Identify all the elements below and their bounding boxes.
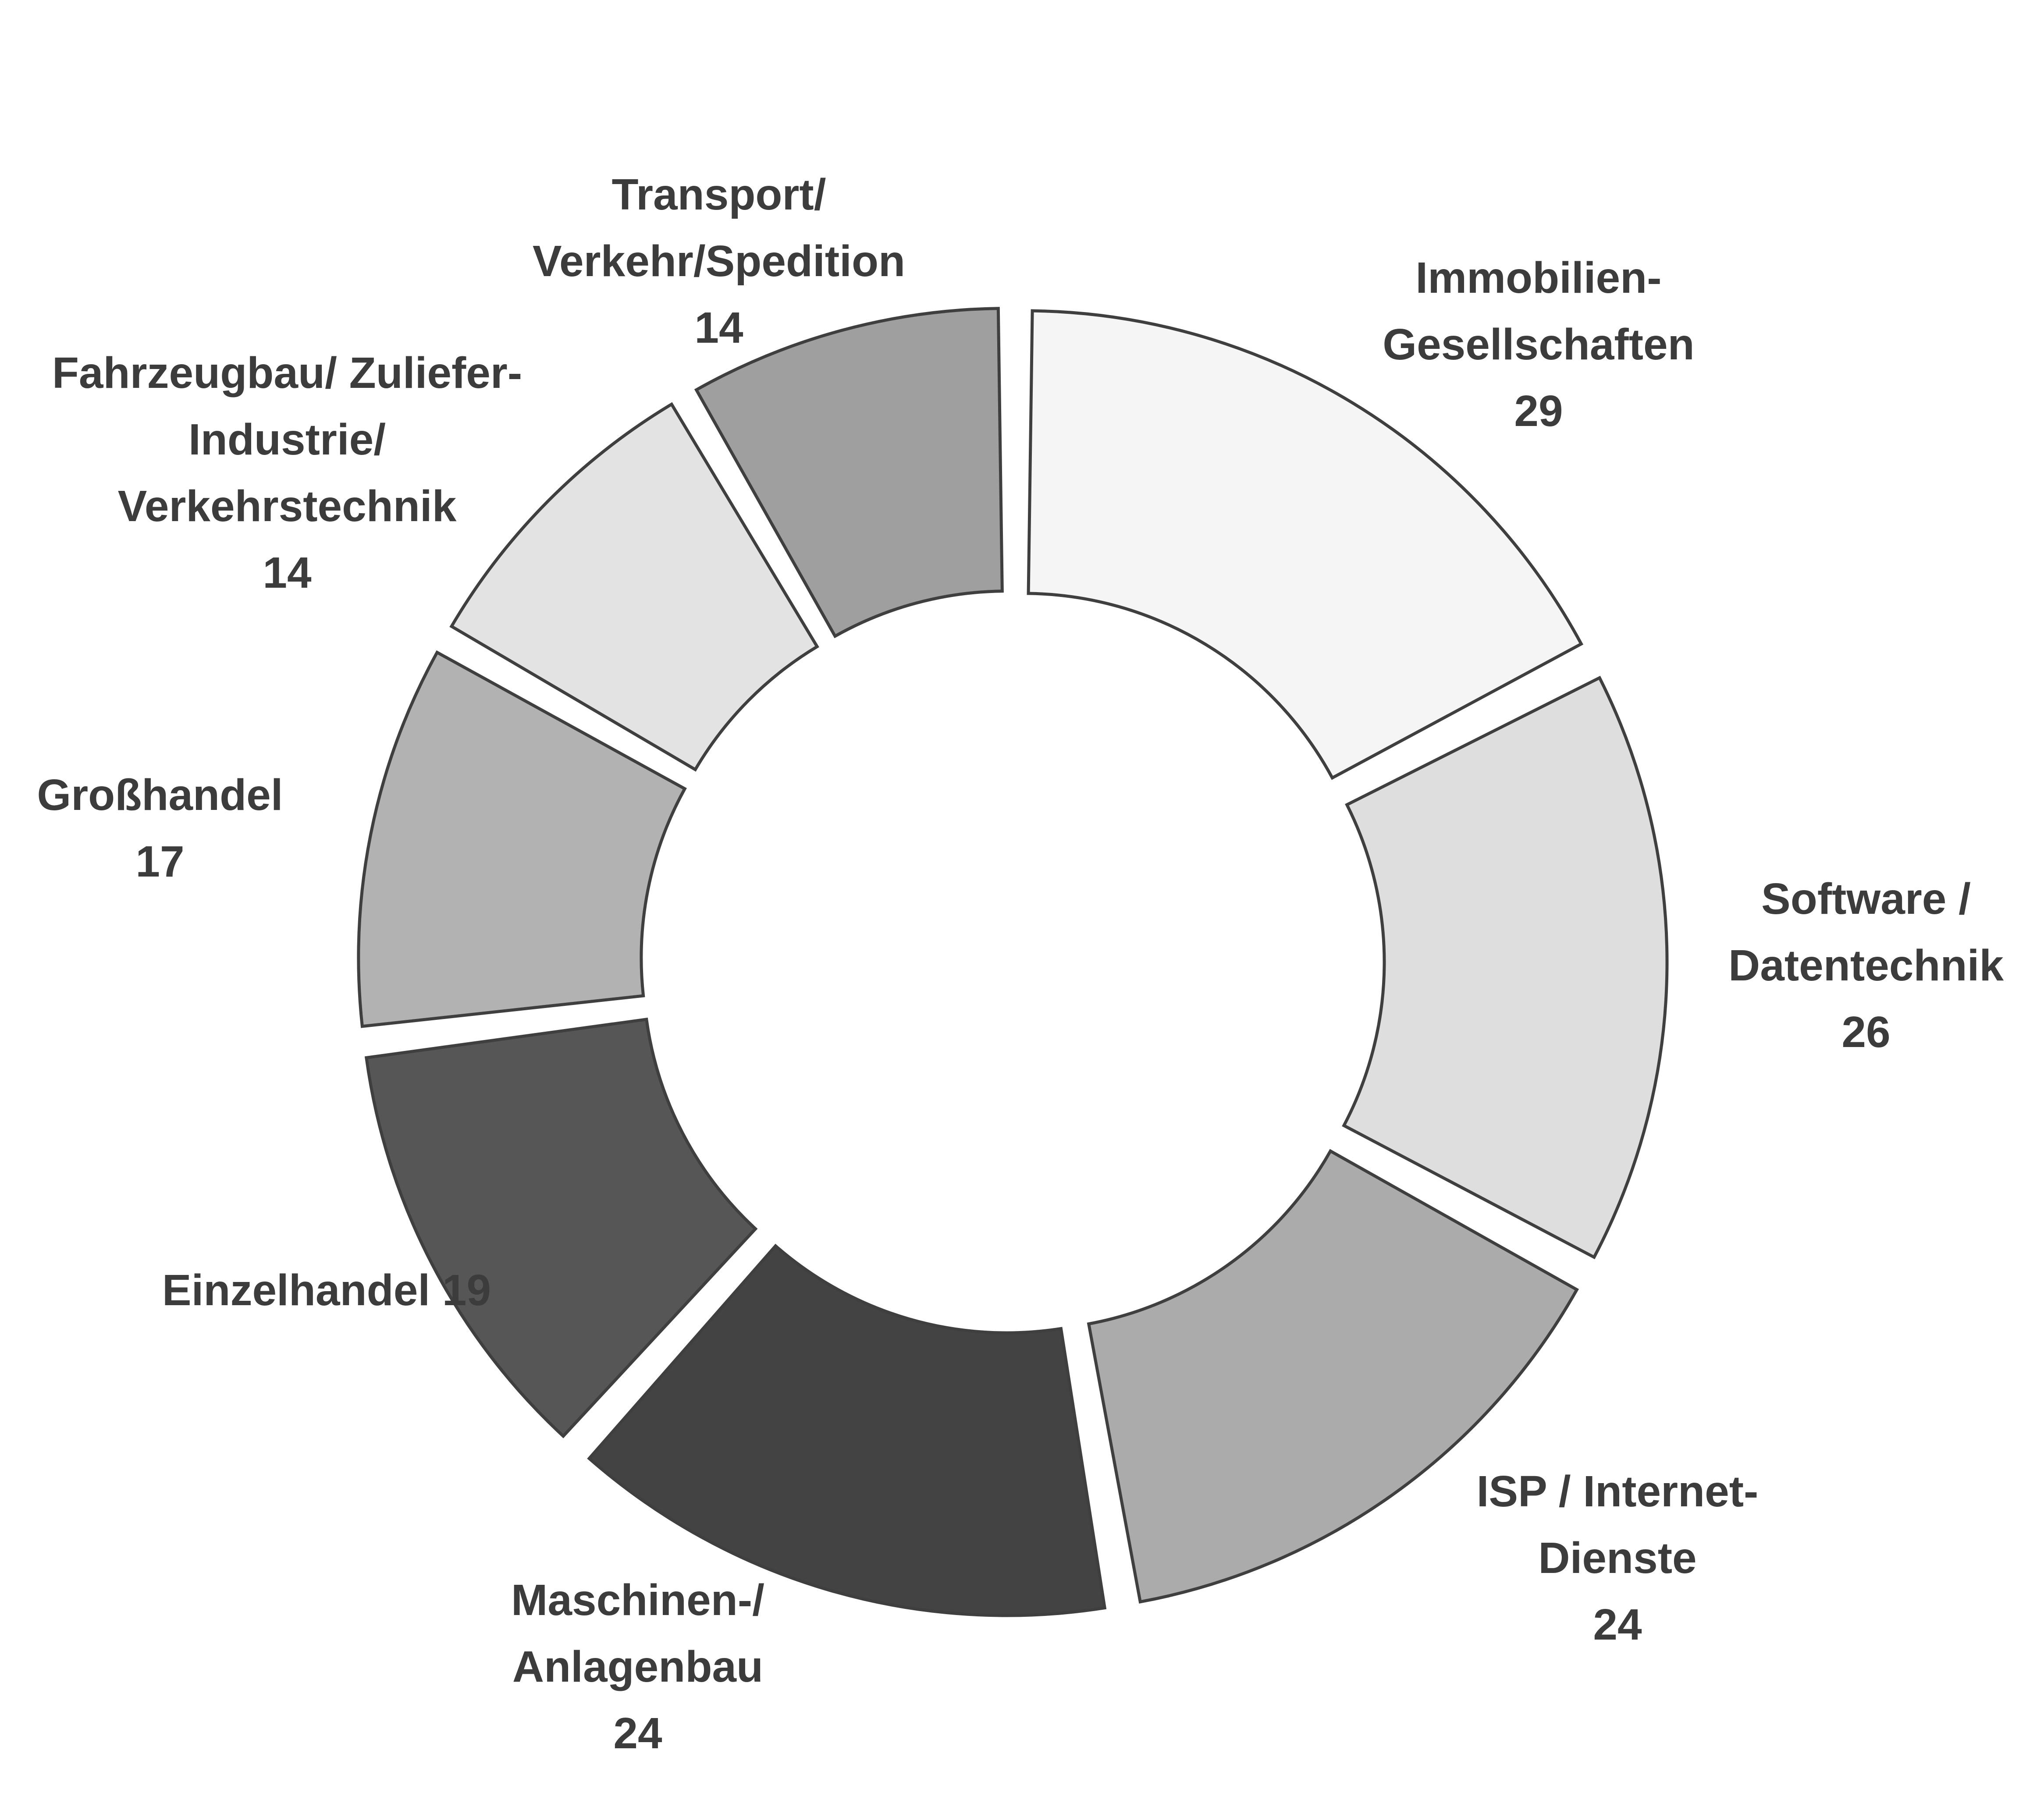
- donut-slice-1: [1027, 309, 1584, 780]
- slice-label-4-line-1: Maschinen-/: [511, 1576, 764, 1625]
- slice-label-7-line-1: Fahrzeugbau/ Zuliefer-: [52, 348, 522, 398]
- slice-label-1-line-2: Gesellschaften: [1383, 320, 1694, 369]
- slice-label-3-line-1: ISP / Internet-: [1477, 1467, 1759, 1516]
- slice-label-4-line-3: 24: [613, 1709, 662, 1758]
- slice-label-8-line-2: Verkehr/Spedition: [533, 237, 905, 286]
- slice-label-2-line-3: 26: [1841, 1008, 1890, 1057]
- donut-slice-3: [1087, 1149, 1579, 1604]
- slice-label-6: Großhandel 17: [37, 770, 283, 886]
- slice-label-8-line-3: 14: [694, 303, 743, 352]
- donut-slice-5: [364, 1017, 758, 1438]
- slice-label-1-line-3: 29: [1514, 387, 1563, 436]
- slice-label-7: Fahrzeugbau/ Zuliefer- Industrie/Verkehrs…: [52, 348, 522, 597]
- slice-label-2-line-2: Datentechnik: [1728, 941, 2004, 990]
- slice-label-6-line-2: 17: [135, 837, 184, 886]
- donut-slice-6: [357, 650, 687, 1028]
- slice-label-8: Transport/Verkehr/Spedition 14: [533, 170, 905, 352]
- slice-label-4: Maschinen-/ Anlagenbau 24: [511, 1576, 764, 1758]
- slice-label-3-line-3: 24: [1593, 1600, 1642, 1649]
- slice-label-3-line-2: Dienste: [1538, 1534, 1696, 1583]
- segment-labels: Immobilien- Gesellschaften 29 Software / Dat…: [37, 170, 2004, 1758]
- slice-label-5: Einzelhandel 19: [162, 1266, 491, 1315]
- donut-slice-7: [449, 402, 819, 772]
- slice-label-4-line-2: Anlagenbau: [512, 1642, 763, 1691]
- donut-slice-4: [587, 1243, 1107, 1617]
- slice-label-7-line-4: 14: [263, 548, 312, 597]
- slice-label-7-line-2: Industrie/: [188, 415, 386, 464]
- slice-label-8-line-1: Transport/: [612, 170, 826, 219]
- donut-slice-8: [694, 307, 1004, 639]
- slice-label-6-line-1: Großhandel: [37, 770, 283, 820]
- slice-label-1-line-1: Immobilien-: [1415, 253, 1661, 302]
- slice-label-5-line-1: Einzelhandel 19: [162, 1266, 491, 1315]
- slice-label-1: Immobilien- Gesellschaften 29: [1383, 253, 1694, 436]
- slice-label-7-line-3: Verkehrstechnik: [118, 482, 457, 531]
- slice-label-2-line-1: Software /: [1761, 874, 1971, 923]
- donut-slice-2: [1342, 675, 1669, 1260]
- slice-label-3: ISP / Internet- Dienste 24: [1477, 1467, 1759, 1649]
- donut-segments: [357, 307, 1669, 1617]
- slice-label-2: Software / Datentechnik 26: [1728, 874, 2004, 1057]
